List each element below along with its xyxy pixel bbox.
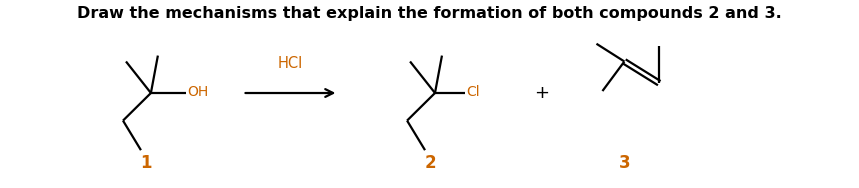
Text: HCl: HCl (277, 56, 303, 71)
Text: 3: 3 (618, 154, 631, 172)
Text: +: + (534, 84, 549, 102)
Text: Draw the mechanisms that explain the formation of both compounds 2 and 3.: Draw the mechanisms that explain the for… (77, 6, 782, 21)
Text: Cl: Cl (466, 85, 479, 99)
Text: OH: OH (186, 85, 208, 99)
Text: 1: 1 (140, 154, 152, 172)
Text: 2: 2 (424, 154, 436, 172)
